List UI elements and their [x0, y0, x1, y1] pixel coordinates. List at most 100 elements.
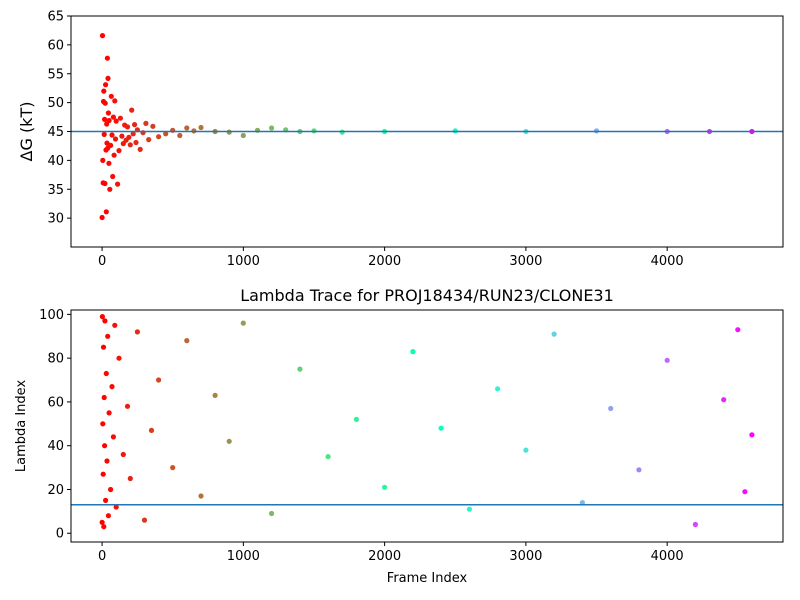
lambda-point [100, 344, 107, 350]
lambda-point [269, 510, 275, 517]
lambda-point [104, 458, 110, 464]
lambda-point [103, 370, 109, 377]
dg-y-tick-label: 55 [47, 67, 64, 82]
dg-point [113, 118, 119, 124]
dg-point [132, 122, 138, 128]
dg-y-tick-label: 65 [47, 10, 64, 25]
dg-point [104, 55, 110, 61]
dg-point [127, 142, 133, 148]
dg-point [184, 125, 190, 131]
lambda-y-axis-label: Lambda Index [14, 380, 29, 473]
lambda-axes-frame [70, 309, 784, 543]
dg-point [99, 214, 105, 221]
dg-point [112, 98, 118, 104]
dg-point [133, 139, 139, 146]
lambda-point [212, 392, 218, 398]
dg-y-tick-label: 40 [47, 154, 64, 169]
lambda-x-tick-label: 0 [98, 549, 106, 564]
dg-x-tick-label: 2000 [368, 254, 401, 269]
lambda-point [749, 432, 755, 438]
dg-y-tick-label: 45 [47, 125, 64, 140]
lambda-point [198, 493, 204, 499]
lambda-y-ticks: 0 20 40 60 80 100 [39, 308, 71, 542]
dg-point [111, 152, 117, 158]
lambda-point [156, 377, 162, 383]
lambda-point [735, 327, 741, 333]
lambda-point [495, 386, 501, 392]
dg-point [102, 180, 108, 187]
dg-point [119, 133, 125, 139]
dg-y-tick-label: 60 [47, 38, 64, 53]
lambda-point [170, 465, 176, 471]
lambda-x-tick-label: 1000 [227, 549, 260, 564]
lambda-point [608, 405, 614, 412]
dg-point [110, 173, 116, 180]
lambda-x-ticks: 0 1000 2000 3000 4000 [98, 542, 684, 564]
dg-point [103, 82, 109, 88]
dg-point [105, 75, 111, 81]
lambda-point [134, 329, 140, 335]
dg-y-ticks: 30 35 40 45 50 55 60 65 [47, 10, 71, 227]
dg-y-tick-label: 50 [47, 96, 64, 111]
lambda-point [108, 486, 114, 493]
lambda-x-tick-label: 4000 [651, 549, 684, 564]
dg-point [109, 132, 115, 138]
lambda-point [579, 500, 586, 506]
dg-point [137, 146, 143, 152]
lambda-point [240, 320, 246, 326]
lambda-point [102, 318, 108, 324]
lambda-chart-title: Lambda Trace for PROJ18434/RUN23/CLONE31 [240, 286, 614, 305]
lambda-point [438, 425, 444, 431]
lambda-point [141, 517, 148, 523]
lambda-point [124, 403, 131, 409]
lambda-point [112, 322, 118, 328]
dg-point [126, 134, 132, 140]
lambda-scatter-points [99, 314, 755, 530]
dg-x-tick-label: 4000 [651, 254, 684, 269]
dg-y-tick-label: 35 [47, 183, 64, 198]
lambda-point [120, 451, 126, 458]
dg-point [146, 137, 152, 143]
lambda-point [110, 434, 116, 440]
lambda-point [466, 506, 472, 512]
dg-point [101, 131, 107, 137]
dg-point [117, 115, 123, 121]
dg-point [108, 142, 114, 148]
dg-point [115, 181, 121, 187]
dg-point [106, 160, 112, 166]
lambda-point [184, 338, 190, 344]
dg-point [130, 131, 136, 137]
lambda-point [523, 447, 529, 453]
lambda-point [101, 394, 107, 401]
lambda-point [226, 438, 232, 444]
lambda-point [410, 349, 416, 355]
lambda-point [721, 397, 727, 403]
dg-x-tick-label: 1000 [227, 254, 260, 269]
dg-point [106, 117, 112, 124]
lambda-y-tick-label: 100 [39, 308, 64, 323]
lambda-point [664, 357, 670, 363]
dg-panel: 0 1000 2000 3000 4000 30 35 40 45 50 55 60 65 ΔG (k… [17, 10, 784, 269]
lambda-point [105, 513, 111, 519]
dg-point [240, 132, 246, 139]
lambda-point [127, 475, 133, 482]
lambda-panel: 0 1000 2000 3000 4000 0 20 40 60 80 100 Lambda Tr… [14, 286, 784, 586]
dg-y-tick-label: 30 [47, 212, 64, 227]
dg-point [143, 120, 149, 126]
dg-point [269, 125, 275, 131]
lambda-point [325, 454, 331, 460]
dg-point [124, 124, 131, 130]
lambda-y-tick-label: 20 [47, 483, 64, 498]
dg-x-tick-label: 0 [98, 254, 106, 269]
lambda-point [102, 443, 108, 449]
lambda-x-axis-label: Frame Index [387, 571, 468, 586]
lambda-point [105, 333, 111, 339]
lambda-point [297, 366, 303, 372]
lambda-point [113, 504, 119, 510]
lambda-point [100, 421, 106, 427]
lambda-point [742, 489, 748, 495]
dg-point [108, 93, 114, 99]
dg-point [163, 131, 169, 137]
lambda-point [148, 427, 155, 433]
dg-point [107, 186, 113, 192]
